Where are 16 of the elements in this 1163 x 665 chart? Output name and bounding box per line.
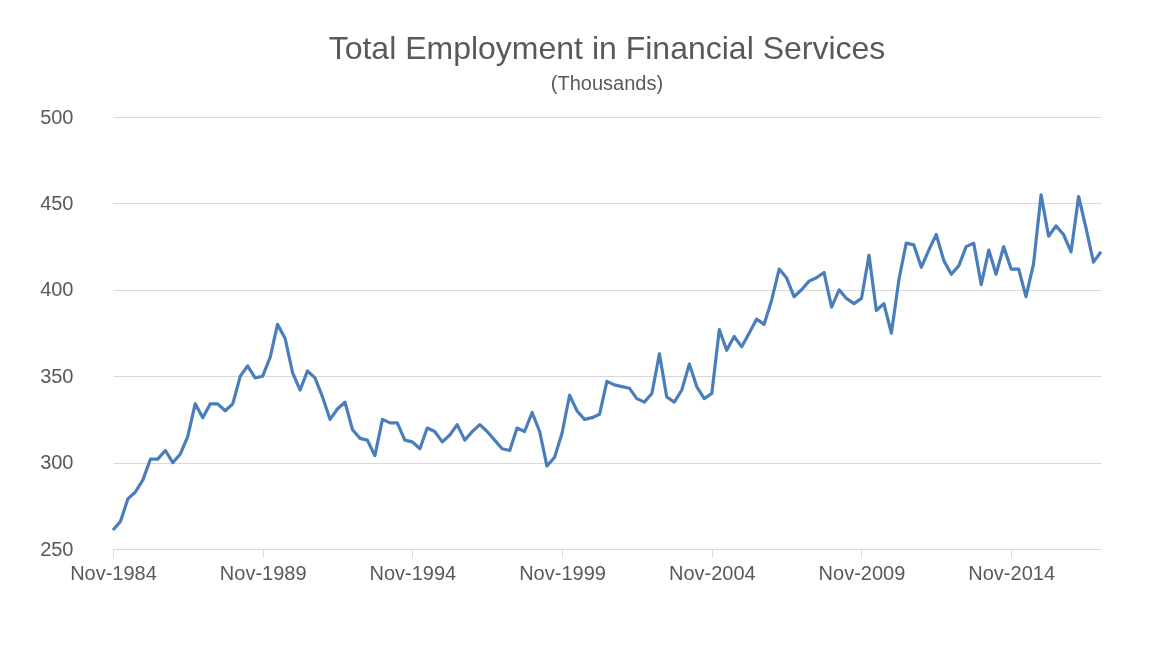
line-series bbox=[111, 193, 1103, 532]
y-tick-label: 300 bbox=[40, 451, 74, 474]
y-tick-label: 400 bbox=[40, 278, 74, 301]
x-tick-label: Nov-1989 bbox=[219, 561, 307, 584]
y-tick-label: 250 bbox=[40, 537, 74, 560]
chart-subtitle: (Thousands) bbox=[550, 72, 664, 94]
x-tick-label: Nov-1999 bbox=[519, 561, 606, 584]
x-tick-label: Nov-2004 bbox=[668, 561, 756, 584]
x-tick-label: Nov-1994 bbox=[369, 561, 457, 584]
y-tick-label: 350 bbox=[40, 364, 74, 387]
y-tick-label: 450 bbox=[40, 191, 74, 214]
chart-title: Total Employment in Financial Services bbox=[328, 30, 886, 66]
y-tick-label: 500 bbox=[40, 105, 74, 128]
x-tick-label: Nov-2009 bbox=[818, 561, 906, 584]
x-tick-label: Nov-1984 bbox=[70, 561, 157, 584]
x-tick-label: Nov-2014 bbox=[968, 561, 1056, 584]
